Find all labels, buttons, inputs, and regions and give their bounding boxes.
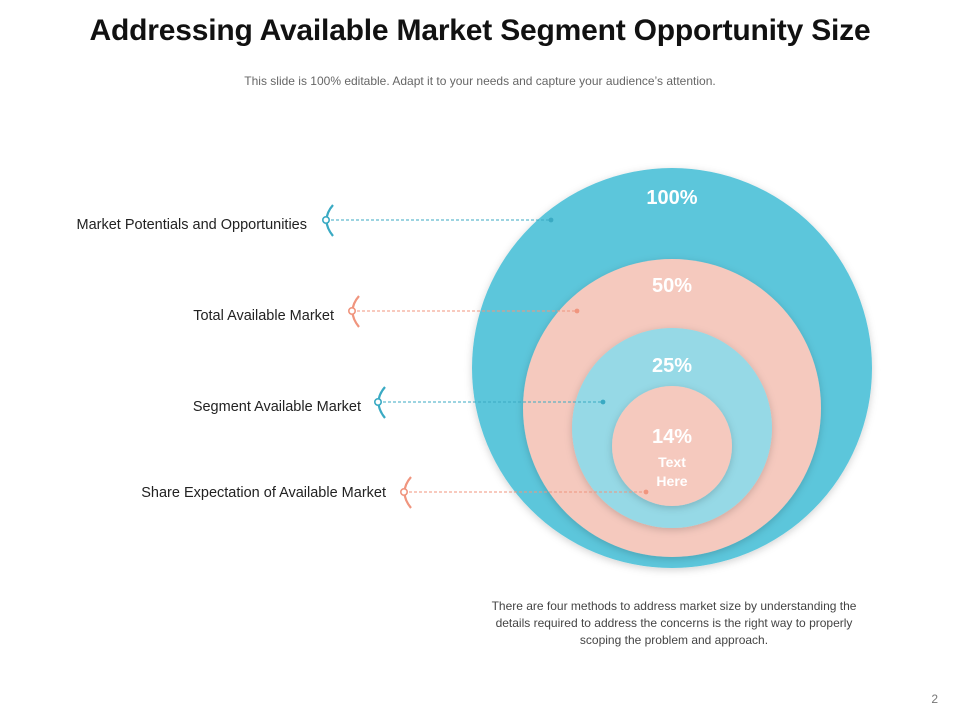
ring-14-circle bbox=[612, 386, 732, 506]
connector-ring-50 bbox=[347, 295, 580, 328]
label-market-potentials: Market Potentials and Opportunities bbox=[76, 217, 307, 233]
page-number: 2 bbox=[931, 692, 938, 706]
label-segment-available-market: Segment Available Market bbox=[192, 399, 361, 415]
ring-14-percent: 14% bbox=[652, 426, 692, 448]
ring-50-percent: 50% bbox=[652, 275, 692, 297]
page-title: Addressing Available Market Segment Oppo… bbox=[89, 14, 871, 47]
ring-25-percent: 25% bbox=[652, 355, 692, 377]
page-subtitle: This slide is 100% editable. Adapt it to… bbox=[244, 74, 716, 88]
description-text: There are four methods to address market… bbox=[491, 599, 857, 647]
label-total-available-market: Total Available Market bbox=[193, 308, 334, 324]
ring-100-percent: 100% bbox=[646, 187, 697, 209]
connector-ring-100 bbox=[321, 204, 554, 237]
connector-ring-14 bbox=[399, 476, 649, 509]
connector-ring-25 bbox=[373, 386, 606, 419]
center-text: Text Here bbox=[656, 454, 687, 489]
label-share-expectation: Share Expectation of Available Market bbox=[141, 485, 386, 501]
